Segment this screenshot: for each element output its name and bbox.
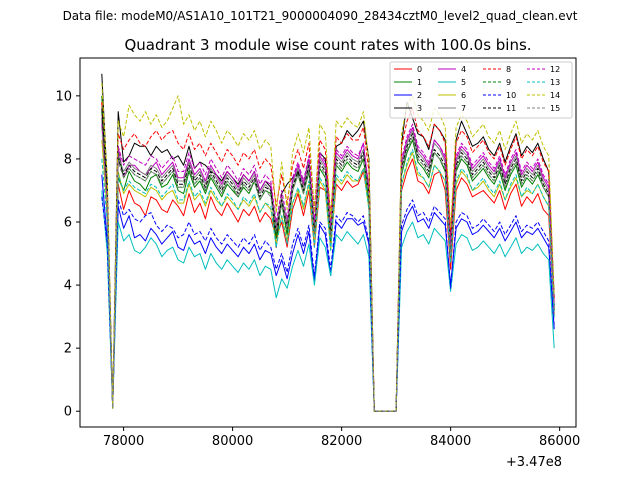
series-line-5 <box>101 190 555 412</box>
series-line-14 <box>101 83 555 412</box>
legend-label-7: 7 <box>461 104 466 113</box>
x-axis-offset-label: +3.47e8 <box>506 455 562 470</box>
legend-label-14: 14 <box>550 91 560 100</box>
legend-label-1: 1 <box>417 78 422 87</box>
chart-title: Quadrant 3 module wise count rates with … <box>124 36 531 54</box>
legend-label-2: 2 <box>417 91 422 100</box>
legend-label-3: 3 <box>417 104 422 113</box>
y-tick-label: 10 <box>55 89 72 104</box>
series-layer <box>101 73 555 412</box>
legend-label-10: 10 <box>506 91 516 100</box>
legend-label-11: 11 <box>506 104 516 113</box>
legend-label-5: 5 <box>461 78 466 87</box>
legend-label-6: 6 <box>461 91 466 100</box>
series-line-2 <box>101 174 555 412</box>
legend-label-8: 8 <box>506 65 511 74</box>
legend-label-4: 4 <box>461 65 466 74</box>
x-tick-label: 78000 <box>103 434 144 449</box>
legend-label-12: 12 <box>550 65 560 74</box>
y-tick-label: 2 <box>64 342 72 357</box>
series-line-13 <box>101 149 555 412</box>
series-line-12 <box>101 123 555 412</box>
x-tick-label: 84000 <box>430 434 471 449</box>
series-line-1 <box>101 95 555 412</box>
x-tick-label: 86000 <box>539 434 580 449</box>
legend-label-9: 9 <box>506 78 511 87</box>
plot-area-frame <box>79 57 577 428</box>
legend-label-0: 0 <box>417 65 422 74</box>
y-tick-label: 0 <box>64 405 72 420</box>
series-line-15 <box>101 127 555 412</box>
series-line-10 <box>101 196 555 412</box>
y-tick-label: 4 <box>64 279 72 294</box>
x-tick-label: 80000 <box>212 434 253 449</box>
legend-label-13: 13 <box>550 78 560 87</box>
legend-label-15: 15 <box>550 104 560 113</box>
y-tick-label: 8 <box>64 152 72 167</box>
legend-box <box>389 61 573 119</box>
x-tick-label: 82000 <box>321 434 362 449</box>
chart-suptitle: Data file: modeM0/AS1A10_101T21_90000040… <box>63 9 578 23</box>
y-tick-label: 6 <box>64 216 72 231</box>
series-line-8 <box>101 102 555 412</box>
series-line-11 <box>101 108 555 412</box>
axes-layer: 78000 80000 82000 84000 86000 0 2 4 6 8 10 <box>55 89 580 449</box>
